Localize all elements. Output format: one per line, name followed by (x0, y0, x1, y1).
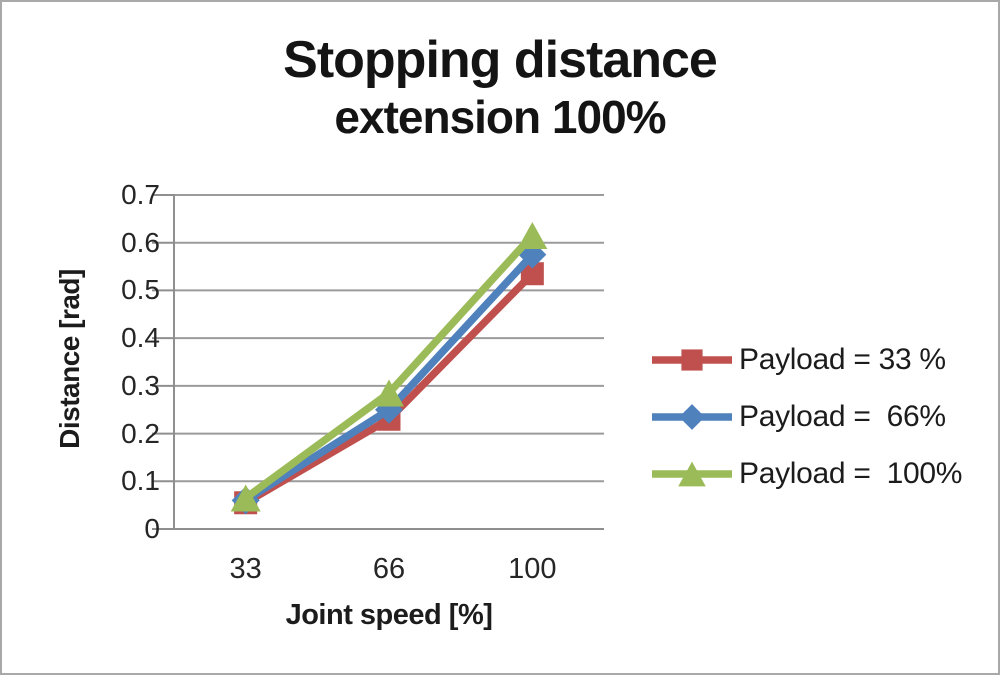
legend-item-payload-100: Payload = 100% (650, 454, 962, 494)
x-tick-label: 100 (508, 553, 557, 585)
legend-label: Payload = 33 % (739, 343, 946, 376)
y-axis-title: Distance [rad] (54, 269, 85, 449)
marker-triangle (374, 379, 404, 407)
marker-triangle (517, 222, 548, 250)
x-tick-label: 66 (372, 553, 406, 585)
chart-title: Stopping distance extension 100% (2, 30, 998, 144)
y-tick-label: 0.4 (121, 322, 160, 354)
legend: Payload = 33 % Payload = 66% Payload = 1… (650, 340, 962, 494)
legend-label: Payload = 100% (739, 457, 963, 490)
legend-marker-triangle-icon (652, 461, 732, 487)
marker-diamond (679, 404, 705, 430)
chart-title-line2: extension 100% (334, 91, 666, 143)
x-tick-label: 33 (229, 553, 262, 585)
x-axis-title: Joint speed [%] (285, 599, 493, 631)
y-tick-label: 0 (144, 513, 160, 544)
y-tick-label: 0.6 (121, 226, 160, 258)
marker-triangle (678, 461, 706, 487)
legend-marker-square-icon (652, 349, 732, 371)
legend-item-payload-66: Payload = 66% (650, 397, 962, 437)
y-tick-label: 0.3 (121, 369, 160, 401)
marker-triangle (230, 484, 261, 512)
y-tick-label: 0.2 (121, 417, 160, 449)
y-tick-label: 0.7 (121, 179, 160, 210)
legend-label: Payload = 66% (739, 400, 946, 433)
marker-square (681, 349, 703, 371)
legend-item-payload-33: Payload = 33 % (650, 340, 962, 380)
legend-marker-diamond-icon (652, 404, 732, 430)
y-tick-label: 0.5 (121, 274, 160, 306)
series-line (243, 233, 536, 502)
marker-square (520, 262, 544, 286)
y-tick-label: 0.1 (121, 465, 160, 497)
chart-title-line1: Stopping distance (283, 31, 718, 89)
